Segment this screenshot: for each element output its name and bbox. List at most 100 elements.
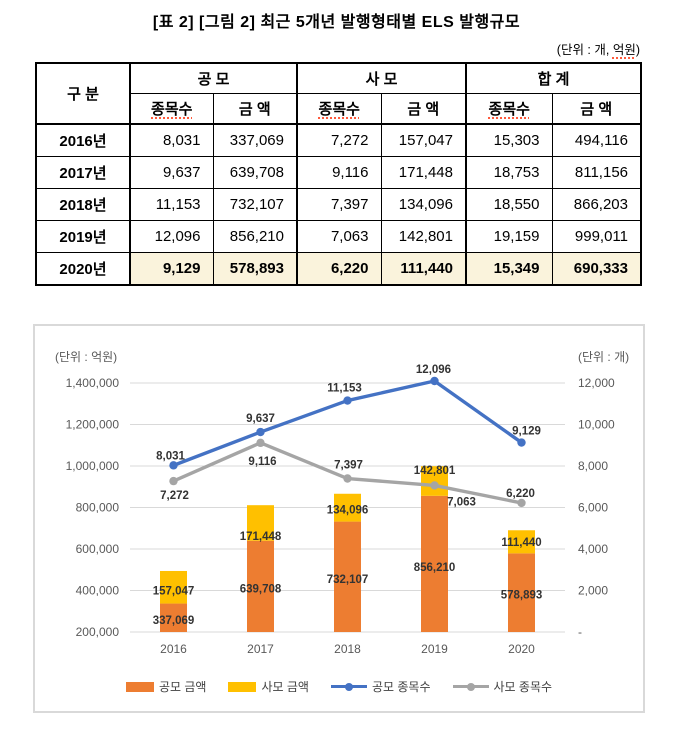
marker-private-count-2019 bbox=[430, 481, 439, 490]
sub-header-private-amount: 금 액 bbox=[380, 93, 467, 125]
x-axis-label-2018: 2018 bbox=[334, 642, 361, 656]
els-combo-chart: (단위 : 억원) (단위 : 개) 1,400,000 12,000 1,200,00… bbox=[33, 324, 645, 713]
y2018-total-amount: 866,203 bbox=[551, 188, 642, 221]
bar-segment-private-amount-2018 bbox=[334, 493, 361, 522]
legend-swatch-public-amount bbox=[125, 681, 154, 692]
bar-segment-private-amount-2016 bbox=[160, 570, 187, 604]
y2017-total-count: 18,753 bbox=[465, 156, 553, 189]
left-axis-tick: 600,000 bbox=[76, 542, 120, 556]
x-axis-label-2019: 2019 bbox=[421, 642, 448, 656]
legend-item-public-amount: 공모 금액 bbox=[125, 678, 206, 695]
right-axis-tick: - bbox=[578, 625, 582, 639]
y2017-public-count: 9,637 bbox=[129, 156, 214, 189]
line-label-public-count-2020: 9,129 bbox=[512, 426, 541, 438]
y2020-total-count: 15,349 bbox=[465, 252, 553, 286]
bar-label-public-amount-2020: 578,893 bbox=[501, 590, 543, 602]
right-axis-tick: 4,000 bbox=[578, 542, 608, 556]
legend-item-private-count: 사모 종목수 bbox=[452, 678, 553, 695]
y2016-private-count: 7,272 bbox=[296, 123, 382, 157]
table-row-2019: 2019년 12,096 856,210 7,063 142,801 19,15… bbox=[35, 220, 642, 253]
y2018-private-amount: 134,096 bbox=[380, 188, 467, 221]
unit-note-text: (단위 : 개, bbox=[556, 43, 613, 57]
y2016-total-amount: 494,116 bbox=[551, 123, 642, 157]
bar-segment-public-amount-2016 bbox=[160, 603, 187, 632]
left-axis-unit-label: (단위 : 억원) bbox=[55, 350, 117, 364]
chart-canvas: (단위 : 억원) (단위 : 개) 1,400,000 12,000 1,200,00… bbox=[55, 350, 629, 656]
sub-header-public-count: 종목수 bbox=[129, 93, 214, 125]
line-label-private-count-2020: 6,220 bbox=[506, 488, 535, 500]
bar-label-public-amount-2019: 856,210 bbox=[414, 562, 456, 574]
legend-swatch-public-count bbox=[330, 682, 367, 691]
legend-dot-mark bbox=[466, 682, 475, 691]
table-row-2017: 2017년 9,637 639,708 9,116 171,448 18,753… bbox=[35, 156, 642, 189]
corner-header: 구 분 bbox=[35, 62, 131, 125]
right-axis-tick: 6,000 bbox=[578, 501, 608, 515]
y2019-year: 2019년 bbox=[35, 220, 131, 253]
y2018-total-count: 18,550 bbox=[465, 188, 553, 221]
y2016-year: 2016년 bbox=[35, 123, 131, 157]
left-axis-tick: 1,200,000 bbox=[66, 418, 120, 432]
bar-segment-private-amount-2019 bbox=[421, 466, 448, 496]
y2020-private-count: 6,220 bbox=[296, 252, 382, 286]
y2017-year: 2017년 bbox=[35, 156, 131, 189]
left-axis-tick: 200,000 bbox=[76, 625, 120, 639]
y2017-private-amount: 171,448 bbox=[380, 156, 467, 189]
group-header-public: 공 모 bbox=[129, 62, 298, 94]
group-header-total: 합 계 bbox=[465, 62, 642, 94]
bar-segment-private-amount-2017 bbox=[247, 505, 274, 541]
marker-public-count-2016 bbox=[169, 461, 178, 470]
marker-public-count-2018 bbox=[343, 396, 352, 405]
legend-item-public-count: 공모 종목수 bbox=[330, 678, 431, 695]
right-axis-tick: 12,000 bbox=[578, 376, 615, 390]
y2019-private-amount: 142,801 bbox=[380, 220, 467, 253]
y2020-private-amount: 111,440 bbox=[380, 252, 467, 286]
bar-label-private-amount-2020: 111,440 bbox=[501, 537, 541, 549]
bar-label-public-amount-2017: 639,708 bbox=[240, 583, 282, 595]
marker-public-count-2020 bbox=[517, 438, 526, 447]
unit-note-spellcheck-word: 억원 bbox=[612, 43, 636, 57]
spellcheck-word: 종목수 bbox=[318, 101, 360, 118]
left-axis-tick: 400,000 bbox=[76, 584, 120, 598]
legend-label-public-count: 공모 종목수 bbox=[371, 680, 431, 694]
table-row-2018: 2018년 11,153 732,107 7,397 134,096 18,55… bbox=[35, 188, 642, 221]
y2017-public-amount: 639,708 bbox=[212, 156, 298, 189]
bar-segment-private-amount-2020 bbox=[508, 530, 535, 554]
y2019-public-amount: 856,210 bbox=[212, 220, 298, 253]
right-axis-tick: 10,000 bbox=[578, 418, 615, 432]
bar-segment-public-amount-2020 bbox=[508, 553, 535, 632]
right-axis-tick: 8,000 bbox=[578, 459, 608, 473]
x-axis-label-2017: 2017 bbox=[247, 642, 274, 656]
legend-swatch-private-amount bbox=[228, 681, 257, 692]
y2018-year: 2018년 bbox=[35, 188, 131, 221]
spellcheck-word: 종목수 bbox=[488, 101, 530, 118]
bar-label-public-amount-2018: 732,107 bbox=[327, 574, 369, 586]
x-axis-label-2020: 2020 bbox=[508, 642, 535, 656]
legend-label-private-count: 사모 종목수 bbox=[493, 680, 553, 694]
line-label-public-count-2018: 11,153 bbox=[327, 383, 362, 395]
chart-legend: 공모 금액 사모 금액 공모 종목수 사모 종목수 bbox=[35, 678, 643, 695]
line-label-private-count-2019: 7,063 bbox=[447, 496, 476, 508]
bar-label-private-amount-2017: 171,448 bbox=[240, 531, 282, 543]
line-label-private-count-2016: 7,272 bbox=[160, 490, 189, 502]
y2019-total-amount: 999,011 bbox=[551, 220, 642, 253]
y2018-private-count: 7,397 bbox=[296, 188, 382, 221]
y2017-total-amount: 811,156 bbox=[551, 156, 642, 189]
table-row-2020-highlighted: 2020년 9,129 578,893 6,220 111,440 15,349… bbox=[35, 252, 642, 286]
bar-segment-public-amount-2019 bbox=[421, 495, 448, 632]
table-unit-note: (단위 : 개, 억원) bbox=[35, 39, 640, 58]
spellcheck-word: 종목수 bbox=[151, 101, 193, 118]
marker-private-count-2017 bbox=[256, 438, 265, 448]
marker-public-count-2019 bbox=[430, 376, 439, 386]
line-label-public-count-2017: 9,637 bbox=[246, 413, 275, 425]
line-label-private-count-2017: 9,116 bbox=[248, 456, 276, 468]
bar-label-public-amount-2016: 337,069 bbox=[153, 615, 195, 627]
group-header-private: 사 모 bbox=[296, 62, 467, 94]
y2019-private-count: 7,063 bbox=[296, 220, 382, 253]
y2020-public-count: 9,129 bbox=[129, 252, 214, 286]
table-header-row-subs: 종목수 금 액 종목수 금 액 종목수 금 액 bbox=[36, 93, 642, 125]
y2020-year: 2020년 bbox=[35, 252, 131, 286]
marker-private-count-2018 bbox=[343, 474, 352, 483]
left-axis-tick: 1,000,000 bbox=[66, 459, 120, 473]
y2019-total-count: 19,159 bbox=[465, 220, 553, 253]
els-issuance-table: 구 분 공 모 사 모 합 계 종목수 금 액 종목수 금 액 종목수 금 액 … bbox=[35, 62, 642, 286]
